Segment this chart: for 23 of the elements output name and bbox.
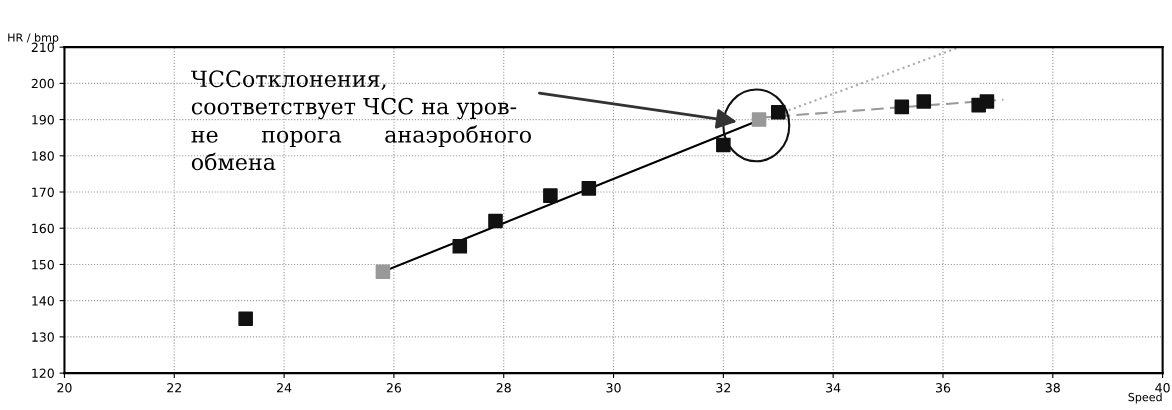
annotation: ЧССотклонения, соответствует ЧСС на уров- не порога анаэробного обмена (190, 70, 531, 171)
x-tick-label: 30 (606, 383, 621, 393)
y-tick-label: 200 (31, 78, 54, 89)
y-tick-label: 210 (31, 42, 54, 53)
x-tick-label: 36 (935, 383, 951, 393)
y-tick-label: 170 (32, 187, 54, 197)
y-tick-label: 190 (32, 115, 54, 125)
x-tick-label: 28 (496, 383, 511, 393)
y-tick-label: 180 (32, 151, 54, 161)
y-tick-label: 130 (32, 332, 54, 342)
x-tick-label: 20 (57, 383, 72, 393)
x-tick-label: 38 (1045, 383, 1060, 393)
y-tick-label: 160 (32, 223, 54, 234)
x-tick-label: 34 (826, 383, 841, 393)
x-tick-label: 40 (1155, 383, 1170, 393)
y-tick-label: 120 (32, 368, 54, 379)
y-tick-label: 150 (32, 259, 54, 270)
x-tick-label: 22 (167, 383, 181, 393)
x-tick-label: 26 (386, 383, 402, 393)
y-tick-label: 140 (32, 296, 54, 306)
x-tick-label: 32 (716, 383, 731, 393)
x-tick-label: 24 (277, 383, 292, 393)
x-axis-title: Speed (1128, 392, 1162, 404)
